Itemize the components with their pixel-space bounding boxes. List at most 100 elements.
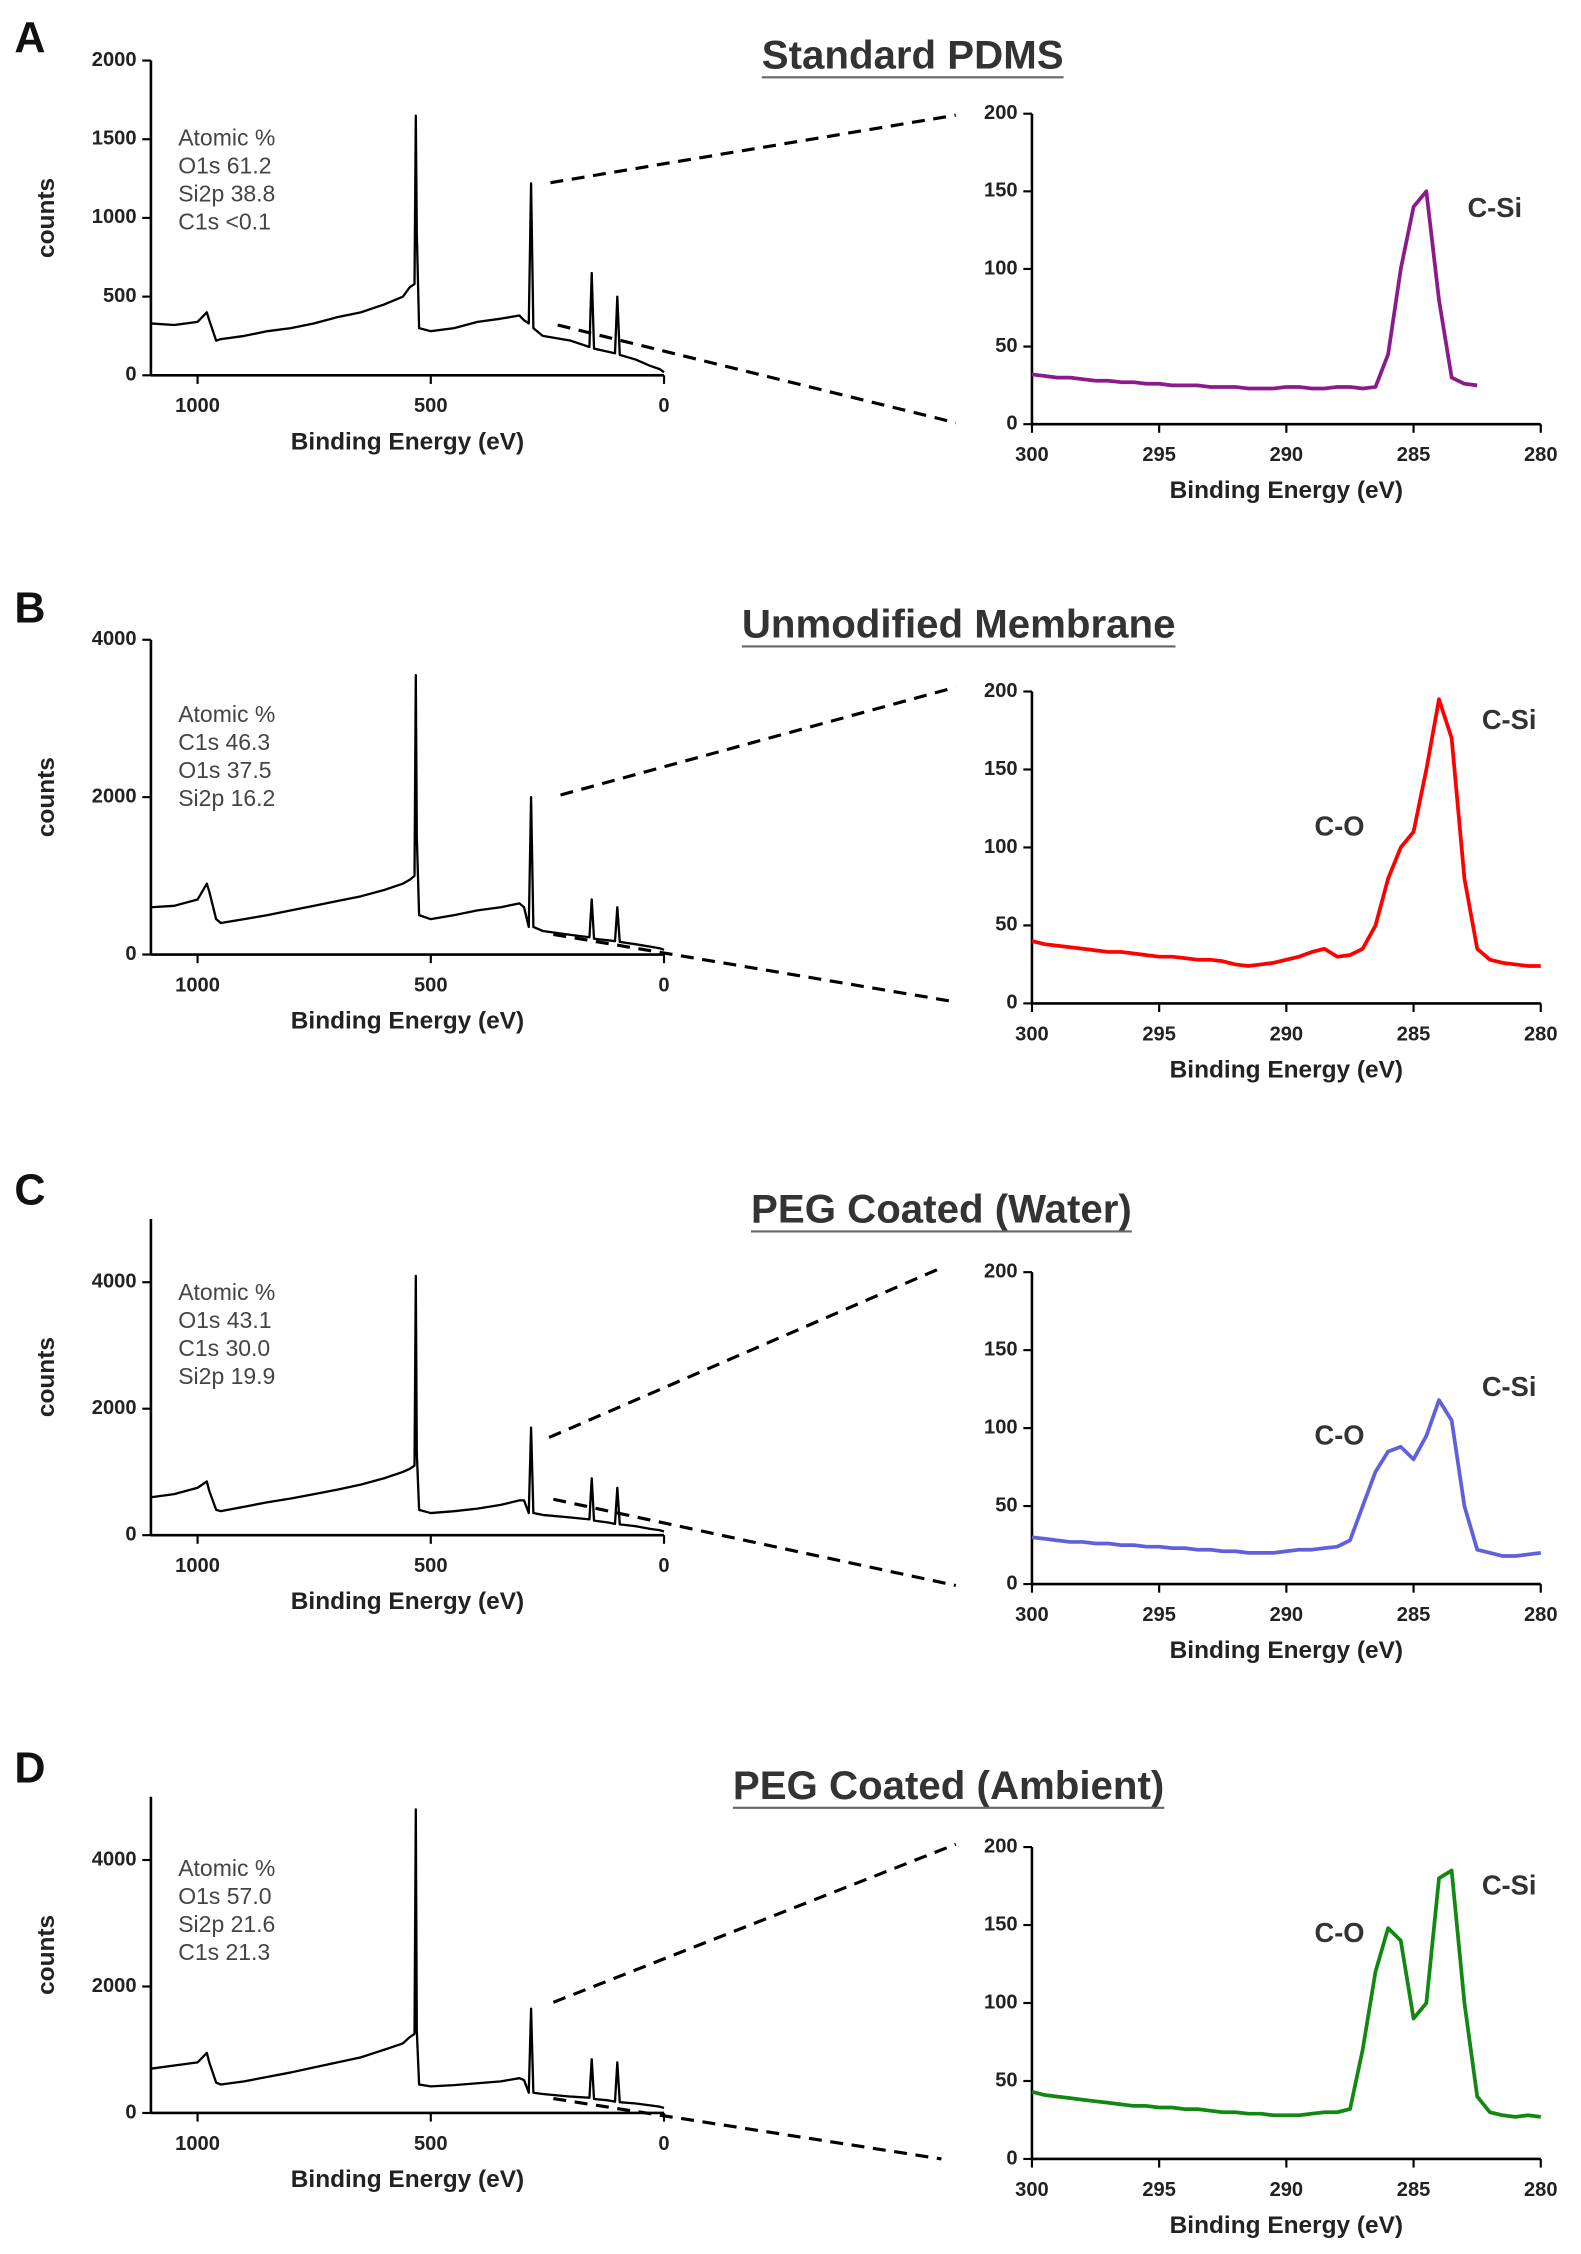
x-tick-label: 1000	[175, 974, 220, 996]
y-tick-label: 0	[125, 364, 136, 386]
x-axis-label: Binding Energy (eV)	[1170, 1637, 1403, 1664]
x-tick-label: 1000	[175, 395, 220, 417]
atomic-percent: Si2p 16.2	[178, 785, 275, 811]
atomic-percent: C1s 21.3	[178, 1939, 270, 1965]
y-tick-label: 4000	[92, 1271, 137, 1293]
y-tick-label: 150	[984, 758, 1018, 780]
y-tick-label: 0	[125, 1523, 136, 1545]
x-tick-label: 0	[658, 2133, 669, 2155]
y-tick-label: 1500	[92, 128, 137, 150]
y-tick-label: 50	[995, 914, 1017, 936]
y-tick-label: 100	[984, 1991, 1018, 2013]
y-tick-label: 50	[995, 1494, 1017, 1516]
x-tick-label: 280	[1524, 444, 1558, 466]
chart-title: Standard PDMS	[762, 32, 1064, 77]
y-tick-label: 100	[984, 836, 1018, 858]
y-tick-label: 200	[984, 1835, 1018, 1857]
zoom-line	[548, 1266, 943, 1439]
y-tick-label: 100	[984, 257, 1018, 279]
x-tick-label: 500	[414, 395, 448, 417]
peak-label: C-O	[1315, 1420, 1365, 1451]
x-tick-label: 1000	[175, 2133, 220, 2155]
zoom-line	[550, 113, 957, 185]
y-tick-label: 2000	[92, 1397, 137, 1419]
x-tick-label: 295	[1142, 444, 1176, 466]
spectrum-line	[1031, 189, 1478, 391]
x-tick-label: 290	[1270, 444, 1304, 466]
y-tick-label: 150	[984, 1338, 1018, 1360]
x-tick-label: 295	[1142, 1604, 1176, 1626]
atomic-percent: Si2p 19.9	[178, 1363, 275, 1389]
panel-letter: B	[14, 584, 45, 632]
atomic-percent: C1s 30.0	[178, 1335, 270, 1361]
y-tick-label: 2000	[92, 785, 137, 807]
atomic-percent: O1s 43.1	[178, 1307, 271, 1333]
x-tick-label: 290	[1270, 1604, 1304, 1626]
x-tick-label: 285	[1397, 444, 1431, 466]
peak-label: C-Si	[1467, 192, 1522, 223]
x-axis-label: Binding Energy (eV)	[1170, 477, 1403, 504]
panel-letter: C	[14, 1167, 45, 1215]
x-axis-label: Binding Energy (eV)	[291, 428, 524, 455]
atomic-percent: O1s 37.5	[178, 757, 271, 783]
panel-letter: D	[14, 1744, 45, 1792]
zoom-line	[560, 685, 957, 797]
y-tick-label: 1000	[92, 206, 137, 228]
spectrum-line	[1031, 697, 1541, 968]
zoom-line	[553, 932, 957, 1004]
x-axis-label: Binding Energy (eV)	[1170, 1056, 1403, 1083]
y-tick-label: 0	[125, 943, 136, 965]
x-axis-label: Binding Energy (eV)	[291, 2166, 524, 2193]
spectrum-line	[150, 114, 665, 374]
y-tick-label: 0	[1006, 992, 1017, 1014]
y-tick-label: 500	[103, 285, 137, 307]
y-tick-label: 100	[984, 1416, 1018, 1438]
peak-label: C-Si	[1482, 704, 1537, 735]
y-tick-label: 200	[984, 1260, 1018, 1282]
atomic-percent: C1s 46.3	[178, 729, 270, 755]
atomic-percent: Atomic %	[178, 1855, 275, 1881]
y-tick-label: 0	[1006, 2147, 1017, 2169]
spectrum-line	[150, 1808, 665, 2110]
atomic-percent: Si2p 38.8	[178, 181, 275, 207]
peak-label: C-O	[1315, 1917, 1365, 1948]
atomic-percent: O1s 57.0	[178, 1883, 271, 1909]
zoom-line	[557, 323, 957, 425]
x-tick-label: 295	[1142, 1023, 1176, 1045]
panel-letter: A	[14, 14, 45, 62]
y-tick-label: 150	[984, 1913, 1018, 1935]
y-tick-label: 4000	[92, 1848, 137, 1870]
chart-title: PEG Coated (Water)	[751, 1186, 1132, 1231]
y-tick-label: 150	[984, 180, 1018, 202]
atomic-percent: Atomic %	[178, 125, 275, 151]
x-tick-label: 280	[1524, 1023, 1558, 1045]
y-axis-label: counts	[33, 757, 60, 837]
y-tick-label: 2000	[92, 49, 137, 71]
x-axis-label: Binding Energy (eV)	[291, 1008, 524, 1035]
x-tick-label: 285	[1397, 2179, 1431, 2201]
spectrum-line	[1031, 1398, 1541, 1558]
chart-title: PEG Coated (Ambient)	[733, 1763, 1164, 1808]
x-tick-label: 300	[1015, 2179, 1049, 2201]
x-tick-label: 0	[658, 395, 669, 417]
y-axis-label: counts	[33, 1337, 60, 1417]
y-axis-label: counts	[33, 1915, 60, 1995]
y-tick-label: 200	[984, 680, 1018, 702]
chart-title: Unmodified Membrane	[742, 601, 1176, 646]
x-tick-label: 285	[1397, 1604, 1431, 1626]
x-tick-label: 500	[414, 1555, 448, 1577]
x-tick-label: 280	[1524, 2179, 1558, 2201]
y-tick-label: 0	[1006, 1572, 1017, 1594]
peak-label: C-Si	[1482, 1371, 1537, 1402]
zoom-line	[552, 1842, 957, 2004]
x-tick-label: 290	[1270, 1023, 1304, 1045]
y-tick-label: 0	[125, 2101, 136, 2123]
x-tick-label: 300	[1015, 1604, 1049, 1626]
y-tick-label: 4000	[92, 628, 137, 650]
y-tick-label: 0	[1006, 412, 1017, 434]
spectrum-line	[150, 1274, 665, 1533]
y-axis-label: counts	[33, 178, 60, 258]
y-tick-label: 200	[984, 102, 1018, 124]
x-tick-label: 295	[1142, 2179, 1176, 2201]
atomic-percent: O1s 61.2	[178, 153, 271, 179]
